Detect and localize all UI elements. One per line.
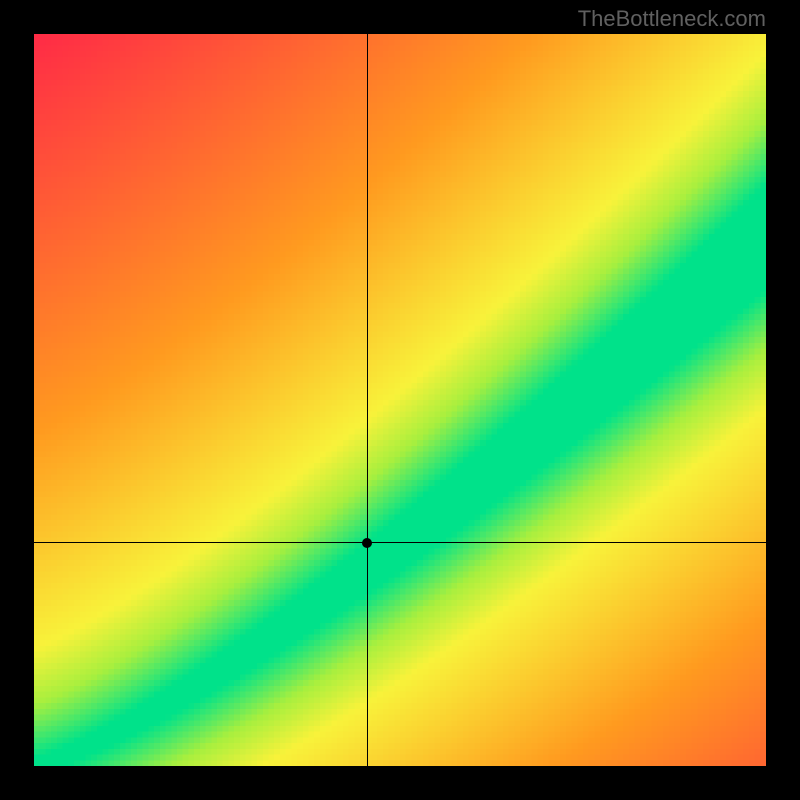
watermark-text: TheBottleneck.com [578, 6, 766, 32]
crosshair-horizontal [34, 542, 766, 543]
chart-container: TheBottleneck.com [0, 0, 800, 800]
data-point-marker [362, 538, 372, 548]
bottleneck-heatmap [34, 34, 766, 766]
crosshair-vertical [367, 34, 368, 766]
